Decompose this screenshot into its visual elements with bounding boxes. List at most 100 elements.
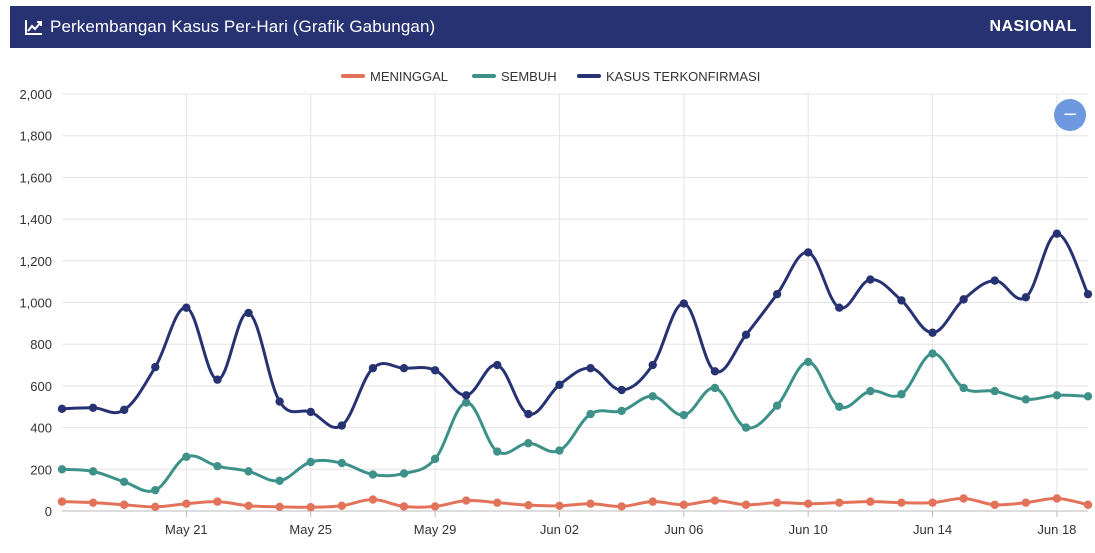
y-tick-label: 1,800 [19, 129, 52, 144]
data-point [990, 500, 999, 509]
data-point [586, 363, 595, 373]
data-point [897, 390, 906, 399]
data-point [368, 470, 378, 479]
data-point [368, 495, 378, 504]
data-point [835, 498, 844, 507]
data-point [306, 457, 315, 467]
series-line [61, 352, 1089, 493]
data-point [1021, 293, 1031, 302]
x-tick-label: May 29 [414, 522, 457, 537]
data-point [461, 496, 471, 505]
x-tick-label: May 25 [289, 522, 332, 537]
data-point [741, 330, 751, 340]
data-point [710, 383, 720, 393]
y-tick-label: 2,000 [19, 87, 52, 102]
y-tick-label: 600 [30, 379, 52, 394]
x-tick-label: Jun 10 [789, 522, 828, 537]
data-point [182, 303, 191, 312]
data-point [1021, 395, 1031, 404]
data-point [399, 469, 409, 478]
data-point [648, 497, 657, 506]
data-point [803, 248, 813, 257]
data-point [648, 392, 657, 401]
data-point [835, 303, 844, 312]
data-point [866, 275, 875, 284]
data-point [306, 407, 315, 417]
x-tick-label: Jun 14 [913, 522, 952, 537]
x-axis: May 21 May 25 May 29 Jun 02 Jun 06 Jun 10 Jun … [165, 511, 1076, 537]
data-point [1052, 229, 1062, 238]
data-point [57, 465, 67, 474]
chart-legend: MENINGGAL SEMBUH KASUS TERKONFIRMASI [341, 69, 760, 84]
data-point [835, 402, 844, 411]
data-point [151, 502, 160, 512]
series-line [61, 496, 1089, 509]
trend-line-icon [24, 17, 44, 37]
data-point [1083, 289, 1093, 299]
data-point [772, 401, 782, 410]
data-point [182, 499, 191, 508]
data-point [430, 502, 440, 511]
data-point [928, 349, 937, 358]
data-point [119, 477, 129, 487]
data-point [928, 328, 937, 337]
legend-label: SEMBUH [501, 69, 557, 84]
data-point [897, 498, 906, 507]
x-tick-label: Jun 06 [664, 522, 703, 537]
data-point [57, 404, 67, 414]
data-point [88, 498, 98, 507]
series-meninggal [57, 494, 1093, 512]
data-point [88, 467, 98, 476]
data-point [555, 446, 564, 455]
data-point [617, 385, 626, 395]
data-point [1083, 500, 1093, 509]
chart-series [57, 229, 1093, 512]
legend-label: MENINGGAL [370, 69, 448, 84]
data-point [679, 410, 689, 420]
y-axis: 0 200 400 600 800 1,000 1,200 1,400 1,600 1,800 2,… [19, 87, 52, 519]
data-point [772, 289, 782, 299]
data-point [213, 375, 222, 384]
data-point [1052, 391, 1062, 400]
data-point [679, 500, 689, 509]
data-point [337, 421, 347, 430]
chart-title: Perkembangan Kasus Per-Hari (Grafik Gabu… [50, 17, 436, 36]
data-point [430, 366, 440, 375]
data-point [866, 386, 875, 396]
data-point [337, 501, 347, 510]
minus-icon: − [1062, 104, 1078, 125]
chart-header: Perkembangan Kasus Per-Hari (Grafik Gabu… [10, 6, 1091, 48]
data-point [368, 363, 378, 373]
data-point [151, 485, 160, 495]
data-point [1052, 494, 1062, 503]
y-tick-label: 1,000 [19, 296, 52, 311]
data-point [524, 409, 533, 419]
data-point [399, 363, 409, 373]
data-point [741, 500, 751, 509]
zoom-out-button[interactable]: − [1054, 99, 1086, 131]
data-point [803, 499, 813, 508]
data-point [275, 476, 284, 485]
data-point [555, 380, 564, 390]
data-point [244, 501, 253, 510]
data-point [119, 405, 129, 415]
data-point [493, 447, 502, 456]
data-point [182, 452, 191, 461]
data-point [493, 498, 502, 507]
legend-label: KASUS TERKONFIRMASI [606, 69, 760, 84]
data-point [493, 360, 502, 370]
data-point [461, 391, 471, 400]
x-tick-label: Jun 02 [540, 522, 579, 537]
data-point [555, 501, 564, 510]
data-point [275, 397, 284, 406]
data-point [803, 357, 813, 367]
scope-label: NASIONAL [989, 18, 1077, 35]
data-point [461, 398, 471, 407]
x-tick-label: Jun 18 [1037, 522, 1076, 537]
legend-item: MENINGGAL [341, 69, 448, 84]
data-point [959, 295, 968, 304]
data-point [1083, 392, 1093, 401]
legend-item: SEMBUH [472, 69, 557, 84]
y-tick-label: 1,200 [19, 254, 52, 269]
data-point [213, 461, 222, 471]
